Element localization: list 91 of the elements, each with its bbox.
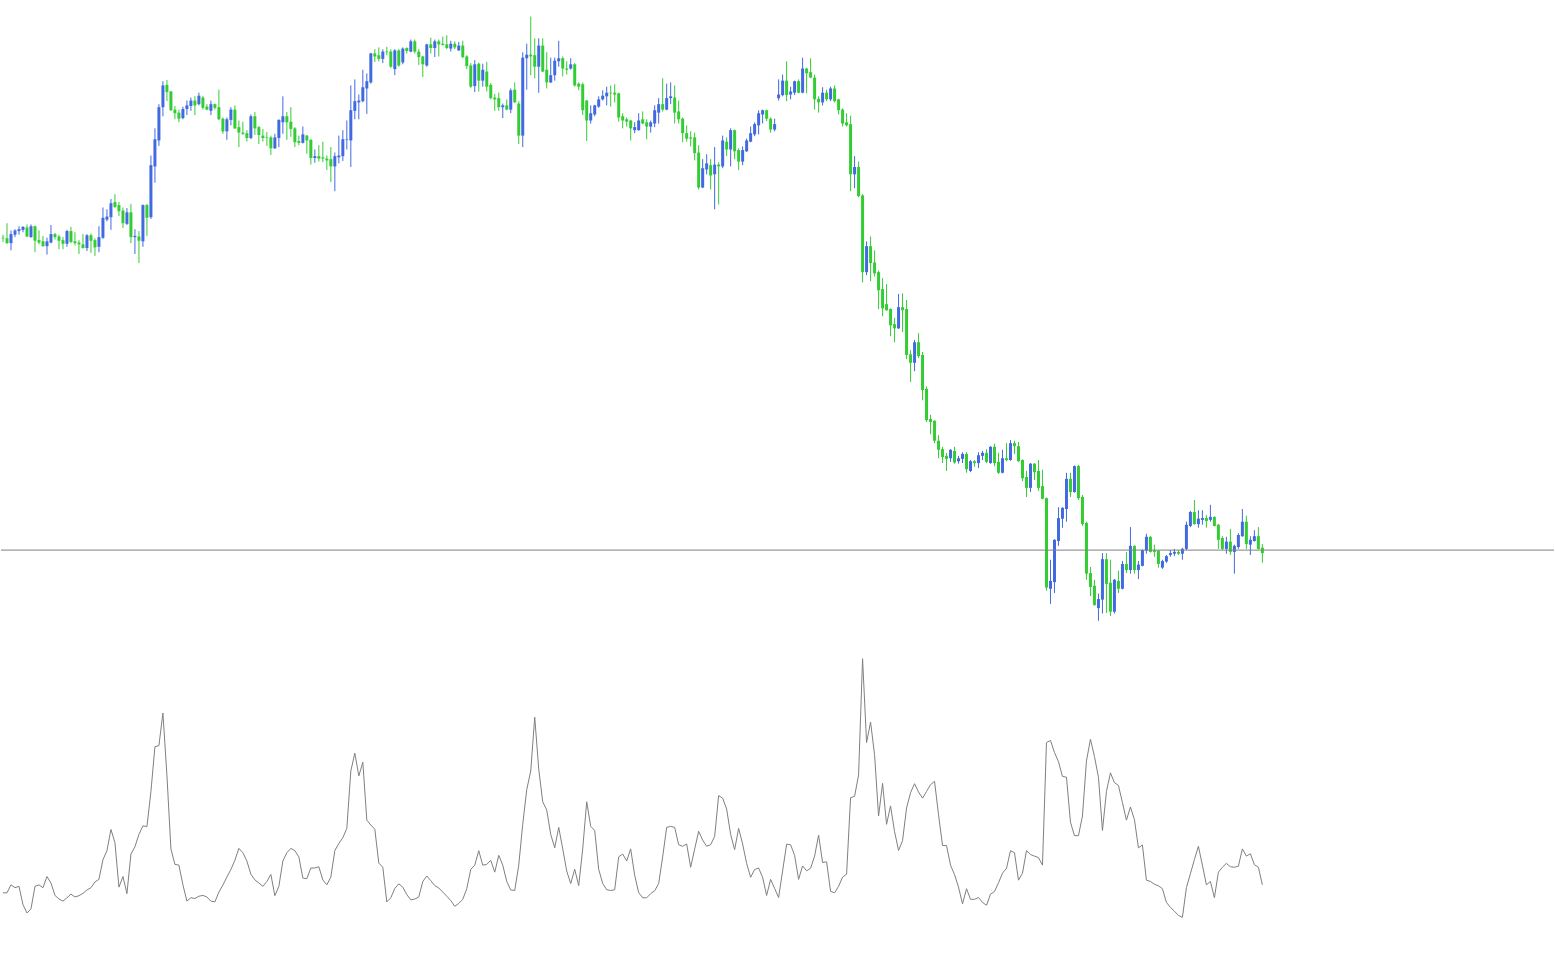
candlestick bbox=[249, 113, 253, 140]
candlestick bbox=[9, 229, 13, 251]
candlestick bbox=[557, 40, 561, 68]
candlestick bbox=[93, 237, 97, 257]
candlestick bbox=[1192, 499, 1196, 526]
candlestick bbox=[277, 118, 281, 148]
candlestick bbox=[1248, 535, 1252, 556]
candlestick bbox=[393, 48, 397, 76]
candlestick bbox=[1068, 472, 1072, 498]
candlestick bbox=[473, 59, 477, 93]
candlestick bbox=[933, 419, 937, 444]
candlestick bbox=[285, 111, 289, 141]
candlestick bbox=[61, 236, 65, 250]
candlestick bbox=[177, 109, 181, 123]
candlestick bbox=[693, 132, 697, 161]
candlestick bbox=[89, 232, 93, 254]
candlestick bbox=[913, 339, 917, 372]
candlestick bbox=[477, 61, 481, 92]
candlestick bbox=[21, 225, 25, 233]
candlestick bbox=[1009, 439, 1012, 462]
candlestick bbox=[813, 74, 817, 111]
candlestick bbox=[1244, 515, 1248, 550]
candlestick bbox=[113, 193, 117, 209]
candlestick bbox=[57, 234, 61, 250]
candlestick bbox=[853, 155, 857, 189]
candlestick bbox=[137, 230, 141, 264]
candlestick bbox=[1200, 509, 1204, 526]
candlestick bbox=[289, 106, 293, 138]
candlestick bbox=[645, 118, 649, 140]
candlestick bbox=[109, 198, 113, 231]
candlestick bbox=[341, 129, 345, 162]
candlestick bbox=[1124, 551, 1128, 574]
candlestick bbox=[561, 55, 565, 77]
candlestick bbox=[469, 62, 473, 89]
candlestick bbox=[573, 62, 577, 88]
candlestick bbox=[233, 104, 237, 130]
candlestick bbox=[497, 92, 501, 112]
candlestick bbox=[361, 69, 365, 103]
candlestick bbox=[537, 37, 541, 94]
candlestick bbox=[553, 57, 557, 82]
candlestick bbox=[533, 37, 537, 79]
candlestick bbox=[897, 293, 901, 330]
candlestick bbox=[81, 233, 85, 250]
candlestick bbox=[265, 131, 269, 147]
candlestick bbox=[185, 100, 189, 116]
candlestick bbox=[945, 452, 949, 472]
candlestick bbox=[333, 152, 337, 192]
candlestick bbox=[709, 158, 713, 190]
candlestick bbox=[757, 109, 761, 135]
candlestick bbox=[253, 111, 257, 136]
candlestick bbox=[661, 77, 665, 112]
candlestick bbox=[1116, 570, 1120, 594]
candlestick bbox=[669, 81, 673, 105]
candlestick bbox=[821, 86, 825, 106]
candlestick bbox=[653, 104, 657, 128]
candlestick bbox=[269, 135, 273, 156]
candlestick bbox=[321, 141, 325, 163]
candlestick bbox=[657, 97, 661, 125]
candlestick bbox=[677, 100, 681, 125]
candlestick bbox=[681, 116, 685, 143]
candlestick bbox=[713, 146, 717, 210]
candlestick bbox=[785, 60, 789, 102]
candlestick bbox=[45, 237, 49, 256]
candlestick bbox=[937, 434, 941, 459]
candlestick bbox=[549, 57, 553, 84]
candlestick bbox=[145, 203, 149, 237]
candlestick bbox=[309, 138, 313, 166]
candlestick bbox=[189, 97, 193, 112]
candlestick bbox=[53, 232, 57, 241]
candlestick bbox=[209, 100, 213, 116]
candlestick bbox=[841, 107, 845, 128]
candlestick bbox=[313, 149, 317, 164]
candlestick bbox=[513, 81, 517, 104]
candlestick bbox=[509, 87, 513, 114]
candlestick bbox=[701, 158, 705, 189]
candlestick bbox=[73, 231, 77, 247]
candlestick bbox=[1005, 442, 1008, 462]
candlestick bbox=[869, 236, 873, 282]
candlestick bbox=[665, 83, 669, 111]
candlestick bbox=[5, 222, 9, 245]
candlestick bbox=[329, 146, 333, 183]
candlestick bbox=[17, 225, 21, 236]
candlestick bbox=[673, 84, 677, 125]
candlestick bbox=[589, 104, 593, 125]
candlestick bbox=[33, 225, 37, 253]
candlestick bbox=[889, 307, 893, 337]
candlestick bbox=[729, 127, 733, 167]
candlestick bbox=[389, 48, 393, 69]
candlestick bbox=[781, 74, 785, 97]
candlestick bbox=[733, 129, 737, 160]
candlestick bbox=[481, 63, 485, 88]
